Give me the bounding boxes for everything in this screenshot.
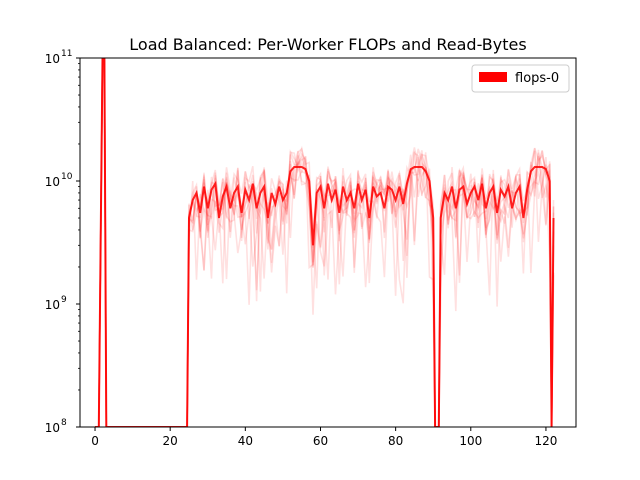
worker-trace-line [95,58,555,427]
chart-title: Load Balanced: Per-Worker FLOPs and Read… [129,35,526,54]
legend-swatch-flops-0 [479,72,507,82]
series-line-flops-0 [95,58,555,427]
x-tick-label: 20 [163,434,178,448]
y-tick-label: 10 [45,175,60,189]
x-tick-label: 40 [238,434,253,448]
worker-trace-line [95,58,555,427]
y-tick-label: 10 [45,421,60,435]
x-tick-label: 80 [388,434,403,448]
worker-trace-line [95,58,555,427]
y-tick-exponent: 10 [61,172,73,182]
plot-area [80,58,576,427]
series-lines [95,58,555,427]
x-axis: 0 20 40 60 80 100 120 [91,427,557,448]
y-tick-exponent: 11 [61,49,72,59]
legend: flops-0 [471,64,570,93]
x-tick-label: 0 [91,434,99,448]
y-tick-label: 10 [45,52,60,66]
x-tick-label: 120 [534,434,557,448]
y-tick-label: 10 [45,298,60,312]
plot-frame [79,57,577,428]
legend-box [471,64,570,93]
y-tick-exponent: 8 [61,418,67,428]
x-tick-label: 100 [459,434,482,448]
legend-label-flops-0: flops-0 [515,71,559,86]
y-tick-exponent: 9 [61,295,67,305]
x-tick-label: 60 [313,434,328,448]
worker-trace-line [95,58,555,427]
